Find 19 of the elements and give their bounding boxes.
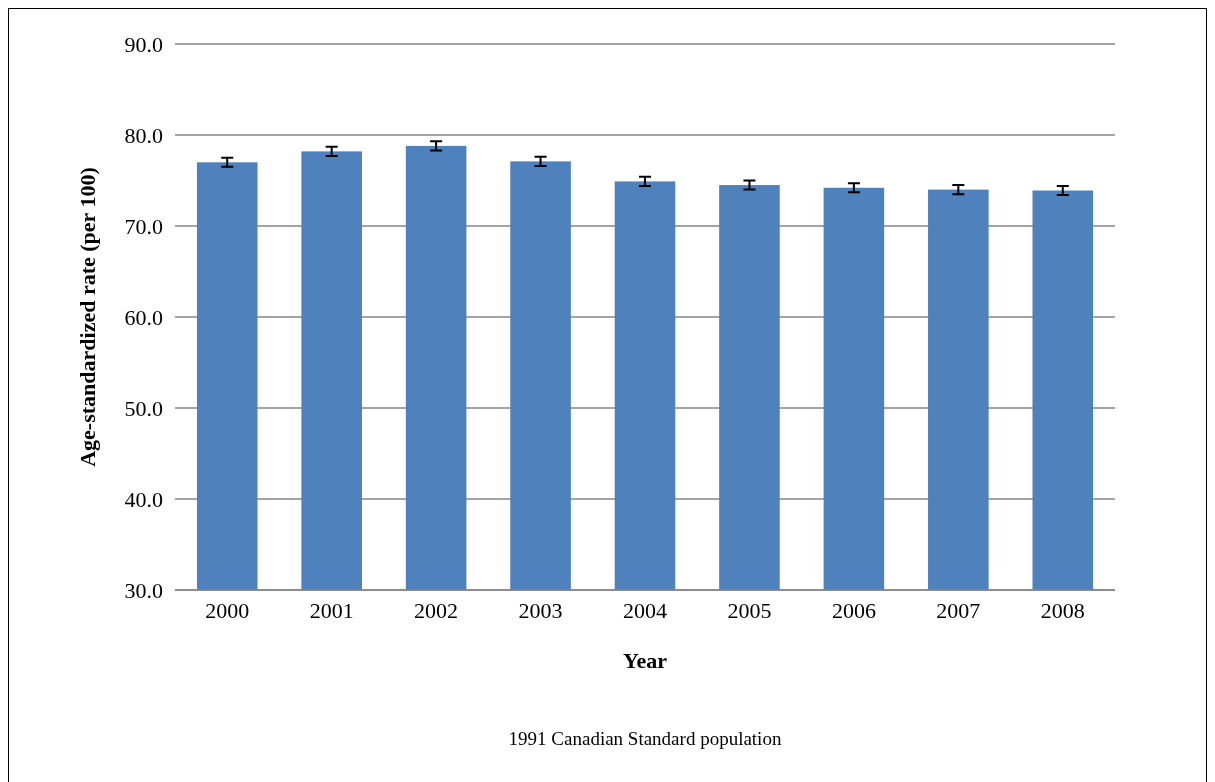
x-tick-label: 2003 bbox=[518, 597, 563, 623]
x-tick-label: 2001 bbox=[309, 597, 354, 623]
x-tick-label: 2007 bbox=[936, 597, 981, 623]
x-tick-label: 2000 bbox=[205, 597, 250, 623]
y-axis-title: Age-standardized rate (per 100) bbox=[75, 167, 100, 467]
y-tick-label: 70.0 bbox=[124, 213, 163, 239]
x-tick-label: 2005 bbox=[727, 597, 772, 623]
y-tick-label: 30.0 bbox=[124, 577, 163, 603]
y-tick-label: 40.0 bbox=[124, 486, 163, 512]
x-tick-label: 2004 bbox=[623, 597, 667, 623]
y-tick-label: 80.0 bbox=[124, 122, 163, 148]
x-tick-label: 2006 bbox=[831, 597, 876, 623]
x-tick-label: 2002 bbox=[414, 597, 459, 623]
x-tick-label: 2008 bbox=[1040, 597, 1085, 623]
y-tick-label: 60.0 bbox=[124, 304, 163, 330]
text: 1991 Canadian Standard population bbox=[508, 728, 782, 749]
y-tick-label: 90.0 bbox=[124, 31, 163, 57]
y-tick-label: 50.0 bbox=[124, 395, 163, 421]
x-axis-title: Year bbox=[623, 648, 668, 673]
